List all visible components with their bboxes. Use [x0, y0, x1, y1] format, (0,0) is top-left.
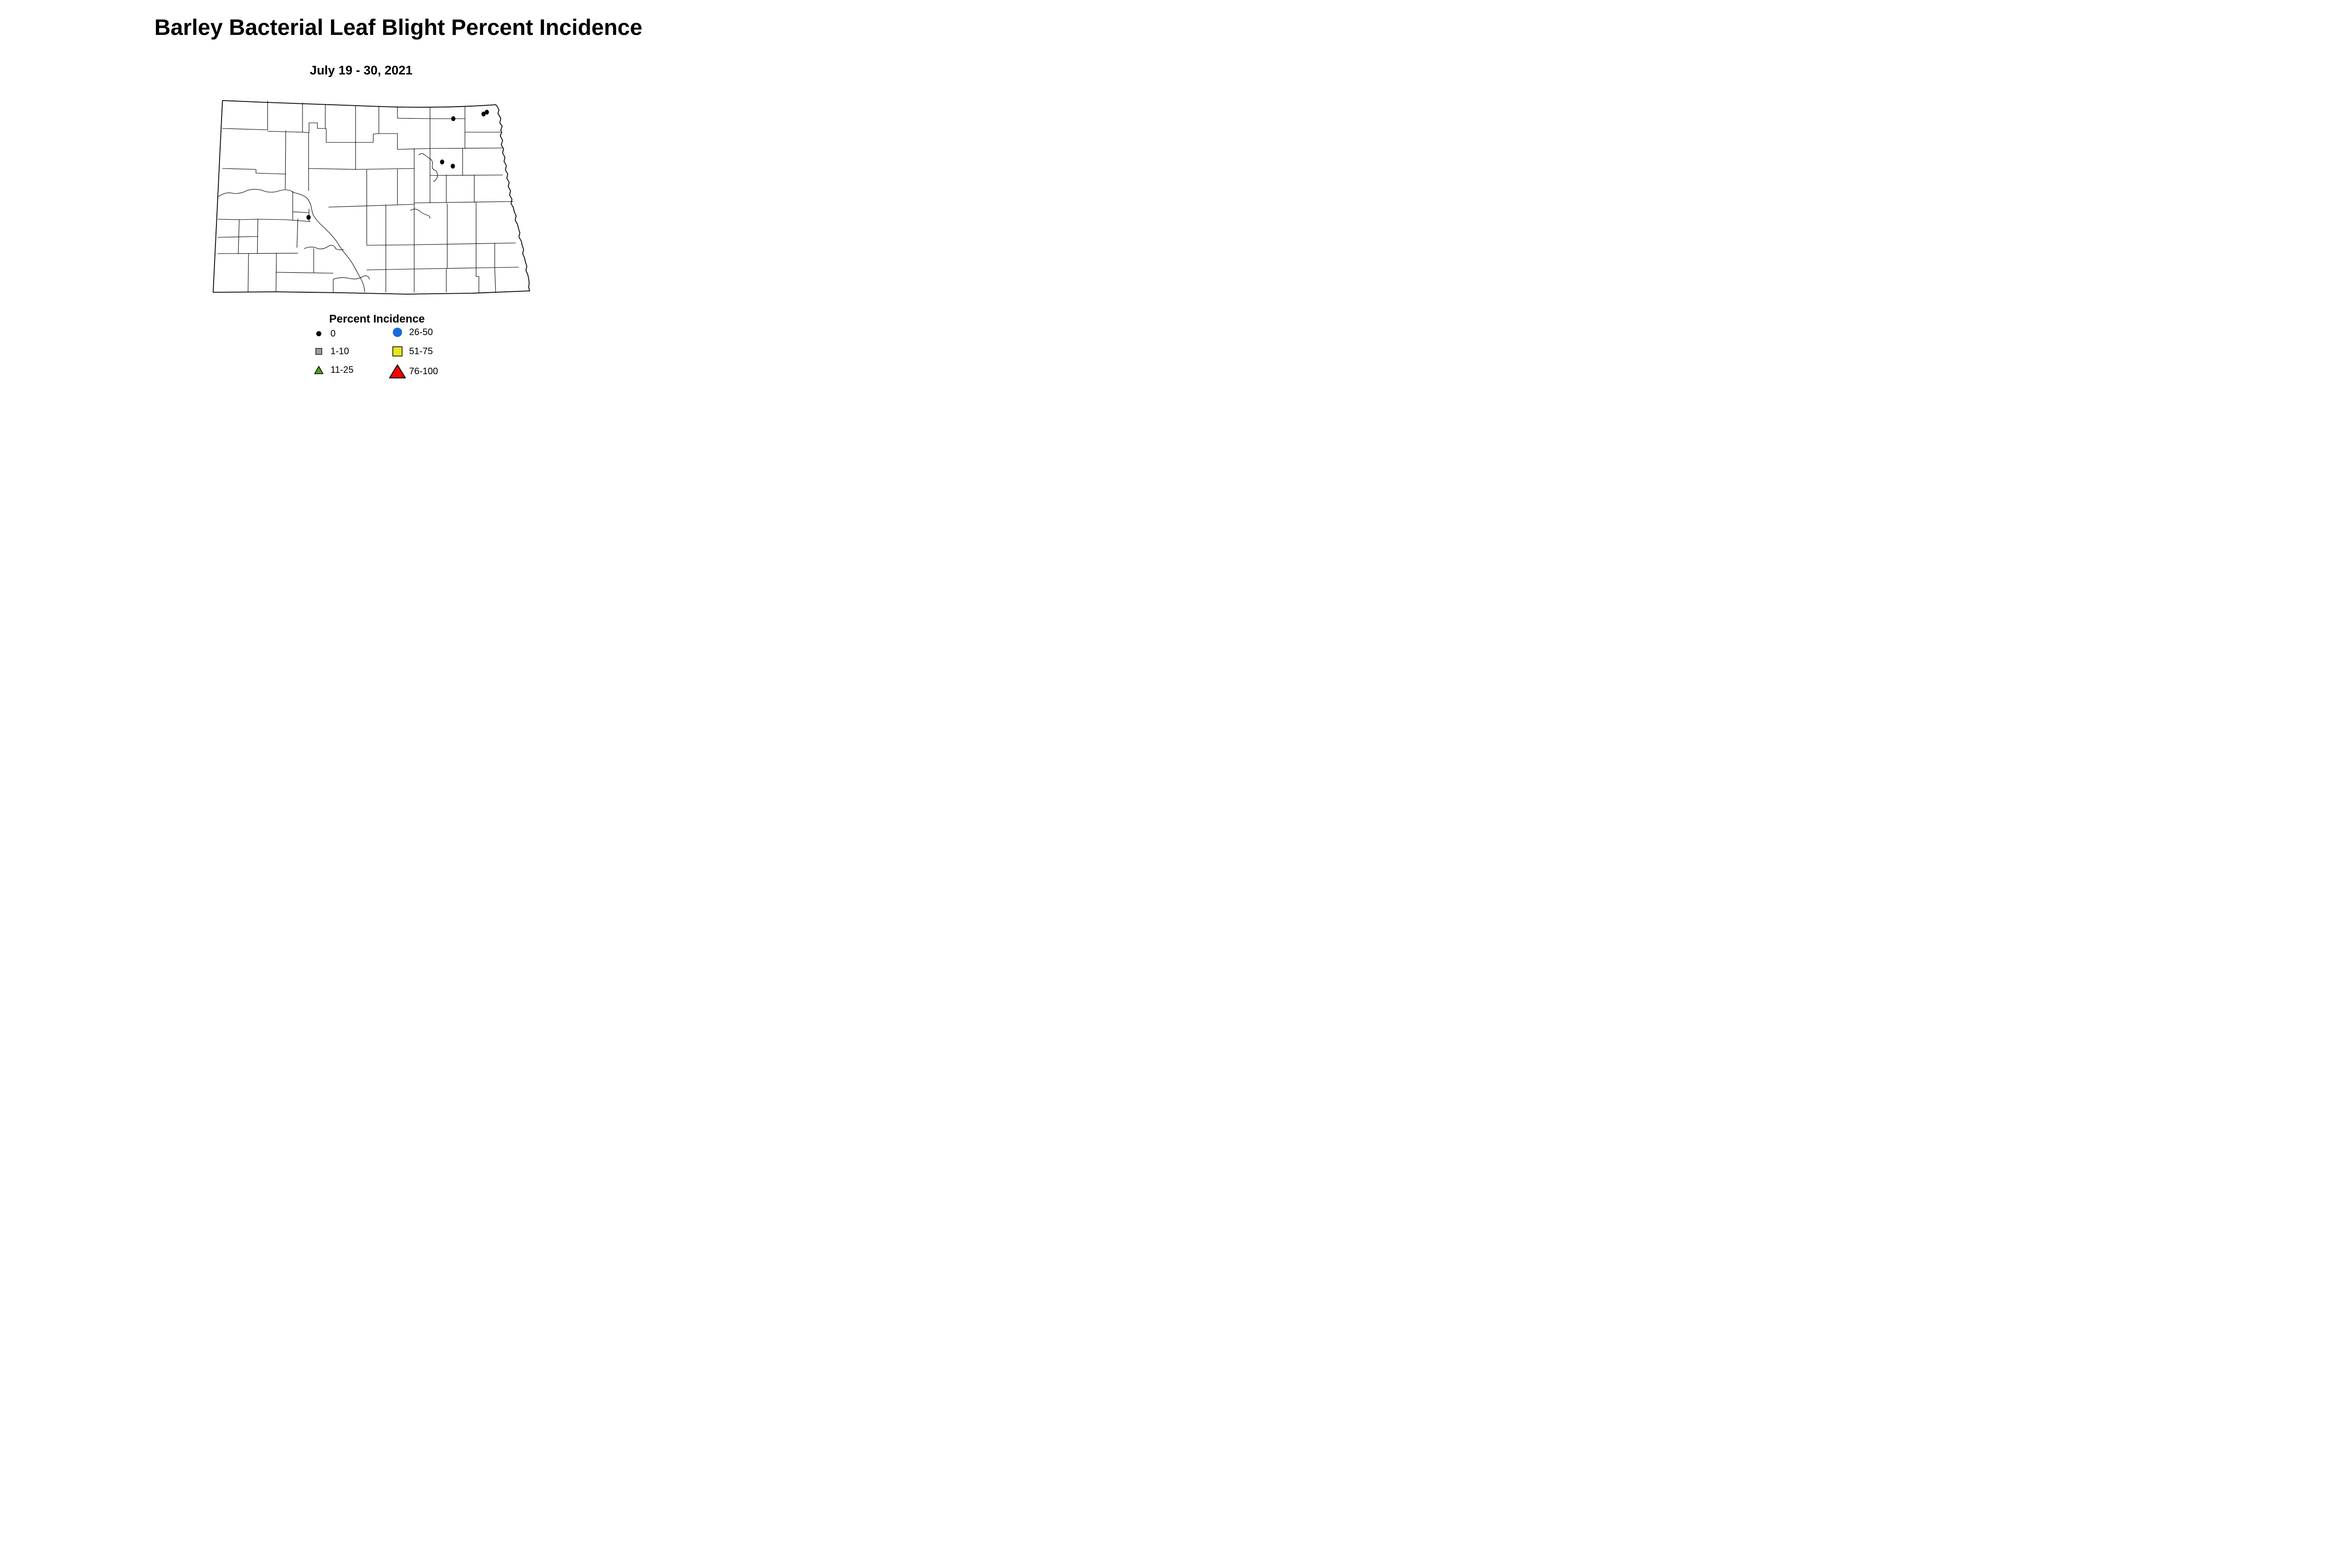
map-point-incidence-0: [451, 163, 455, 169]
map-point-incidence-0: [484, 109, 489, 115]
map-point-incidence-0: [440, 159, 444, 165]
state-outline: [213, 100, 530, 295]
map-svg: [213, 100, 530, 295]
legend-item-1-10: 1-10: [310, 343, 349, 359]
map-point-incidence-0: [481, 111, 486, 117]
legend-item-0: 0: [310, 326, 336, 342]
river-boundaries: [218, 153, 438, 292]
legend-label: 76-100: [409, 366, 438, 377]
legend-label: 51-75: [409, 346, 433, 357]
legend-label: 0: [330, 329, 336, 339]
legend-title: Percent Incidence: [329, 313, 425, 325]
figure-page: Barley Bacterial Leaf Blight Percent Inc…: [0, 0, 751, 392]
map-point-incidence-0: [451, 116, 456, 121]
map-points-layer: [306, 109, 489, 220]
blue-circle-icon: [389, 327, 406, 337]
date-range-subtitle: July 19 - 30, 2021: [309, 63, 413, 77]
legend-label: 1-10: [330, 346, 350, 357]
north-dakota-county-map: [211, 100, 536, 296]
legend-label: 11-25: [330, 365, 354, 375]
yellow-square-icon: [389, 346, 406, 357]
gray-square-icon: [310, 348, 328, 355]
legend-label: 26-50: [409, 327, 433, 337]
legend-item-11-25: 11-25: [310, 362, 354, 378]
map-point-incidence-0: [306, 215, 311, 220]
small-black-dot-icon: [310, 330, 328, 337]
red-triangle-icon: [389, 364, 406, 379]
page-title: Barley Bacterial Leaf Blight Percent Inc…: [154, 15, 643, 40]
county-boundaries: [217, 101, 519, 293]
legend-item-26-50: 26-50: [389, 324, 433, 340]
legend-item-76-100: 76-100: [389, 363, 438, 379]
green-triangle-icon: [310, 365, 328, 375]
legend-item-51-75: 51-75: [389, 343, 433, 359]
